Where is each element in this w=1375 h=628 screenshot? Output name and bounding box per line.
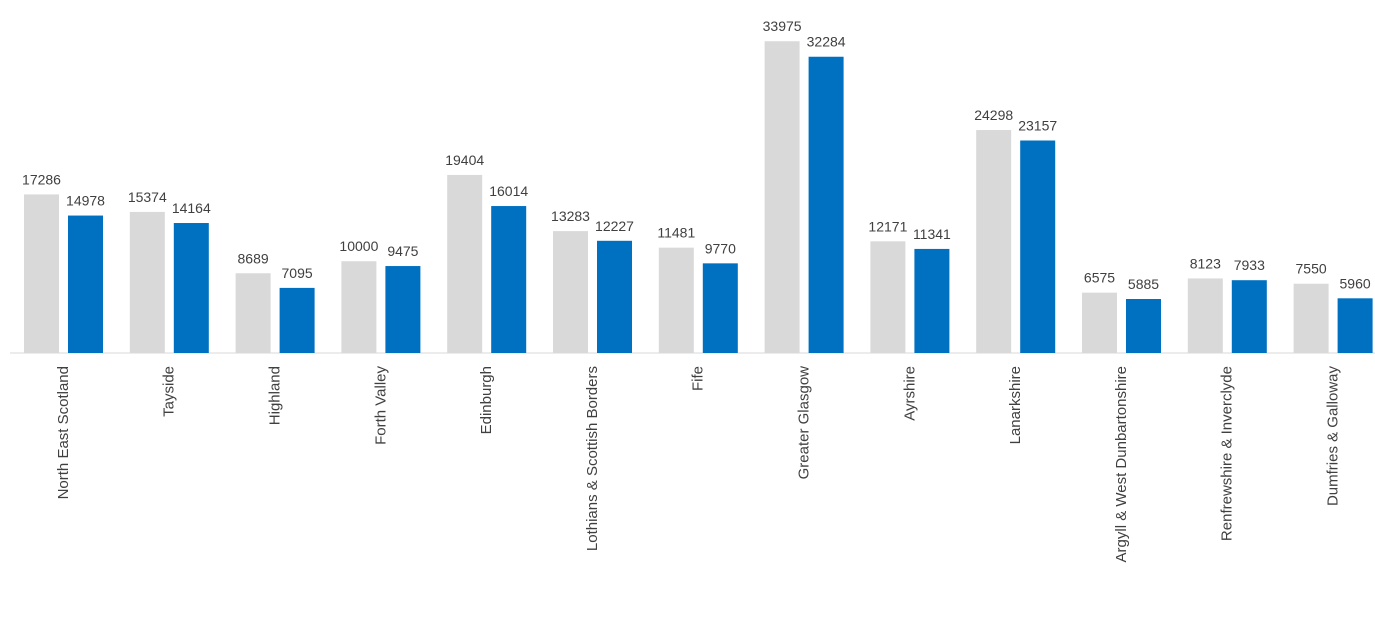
data-label-b-1: 14164 [172,200,211,216]
category-label-3: Forth Valley [372,366,389,445]
bar-b-3 [385,266,421,353]
data-label-b-7: 32284 [807,34,846,50]
bar-b-5 [597,240,632,353]
bars-group [24,41,1373,354]
data-label-b-6: 9770 [705,240,736,256]
data-label-b-0: 14978 [66,193,105,209]
category-label-4: Edinburgh [478,366,495,434]
bar-b-6 [702,263,738,353]
bar-a-9 [976,130,1012,353]
bar-b-1 [173,223,209,353]
bar-a-8 [870,241,906,353]
bar-a-0 [24,194,59,353]
category-label-12: Dumfries & Galloway [1325,366,1342,507]
bar-b-2 [279,287,315,353]
bar-a-11 [1187,278,1223,353]
bar-b-8 [914,248,950,353]
data-label-a-12: 7550 [1296,261,1327,277]
category-label-1: Tayside [161,366,178,417]
bar-b-0 [68,215,103,353]
bar-a-5 [553,231,588,353]
category-label-5: Lothians & Scottish Borders [584,366,601,551]
data-label-b-9: 23157 [1018,118,1057,134]
bar-b-12 [1337,298,1373,353]
data-label-a-4: 19404 [445,152,484,168]
data-label-a-8: 12171 [868,218,907,234]
data-label-b-5: 12227 [595,218,634,234]
bar-a-3 [341,261,377,353]
bar-a-12 [1293,283,1329,353]
category-label-2: Highland [267,366,284,425]
data-labels-group: 17286 14978 15374 14164 8689 7095 10000 9475 194… [22,18,1371,292]
data-label-b-10: 5885 [1128,276,1159,292]
data-label-a-10: 6575 [1084,270,1115,286]
data-label-a-0: 17286 [22,171,61,187]
bar-a-2 [235,273,271,353]
data-label-b-12: 5960 [1340,275,1371,291]
data-label-b-3: 9475 [387,243,418,259]
category-label-10: Argyll & West Dunbartonshire [1113,366,1130,562]
bar-b-4 [491,206,527,353]
data-label-b-11: 7933 [1234,257,1265,273]
data-label-b-8: 11341 [913,226,951,242]
data-label-b-2: 7095 [282,265,313,281]
data-label-a-7: 33975 [763,18,802,34]
category-label-6: Fife [690,366,707,391]
data-label-a-1: 15374 [128,189,167,205]
data-label-a-5: 13283 [551,208,590,224]
bar-b-10 [1126,298,1161,353]
bar-b-7 [808,56,844,353]
category-label-0: North East Scotland [55,366,72,499]
data-label-a-9: 24298 [974,107,1013,123]
category-label-11: Renfrewshire & Inverclyde [1219,366,1236,541]
bar-a-10 [1082,292,1117,353]
bar-a-1 [129,211,165,353]
bar-a-7 [764,41,800,354]
category-label-7: Greater Glasgow [796,366,813,480]
bar-a-6 [658,247,694,353]
data-label-a-11: 8123 [1190,255,1221,271]
data-label-b-4: 16014 [489,183,528,199]
data-label-a-2: 8689 [238,250,269,266]
data-label-a-6: 11481 [657,225,695,241]
bar-b-9 [1020,140,1056,353]
bar-a-4 [447,174,483,353]
category-label-8: Ayrshire [901,366,918,421]
category-labels-group: North East Scotland Tayside Highland Forth … [55,366,1342,563]
category-label-9: Lanarkshire [1007,366,1024,444]
data-label-a-3: 10000 [339,238,378,254]
bar-b-11 [1231,280,1267,353]
